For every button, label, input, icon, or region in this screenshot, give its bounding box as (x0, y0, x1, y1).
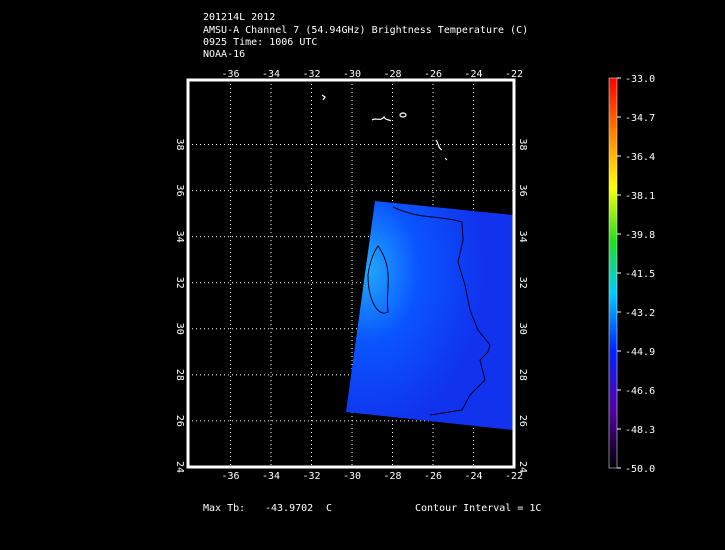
footer-value: -43.9702 (265, 503, 313, 514)
lon-label: -32 (302, 69, 320, 80)
lon-label: -34 (262, 471, 280, 482)
lon-label: -24 (464, 471, 482, 482)
lat-label: 26 (517, 415, 528, 427)
colorbar-label: -38.1 (625, 191, 655, 202)
colorbar-label: -43.2 (625, 308, 655, 319)
lat-label: 26 (174, 415, 185, 427)
swath (346, 201, 513, 430)
lon-label: -36 (221, 471, 239, 482)
colorbar-label: -50.0 (625, 464, 655, 475)
header-line: 0925 Time: 1006 UTC (203, 37, 317, 48)
lon-label: -22 (505, 69, 523, 80)
lon-label: -30 (343, 471, 361, 482)
footer-label: Max Tb: (203, 503, 245, 514)
lon-label: -26 (424, 69, 442, 80)
island (321, 94, 448, 161)
lon-label: -26 (424, 471, 442, 482)
lat-label: 28 (517, 369, 528, 381)
colorbar-label: -46.6 (625, 386, 655, 397)
lat-label: 24 (517, 461, 528, 473)
lat-label: 24 (174, 461, 185, 473)
lon-label: -28 (383, 471, 401, 482)
lon-label: -36 (221, 69, 239, 80)
lat-label: 34 (174, 231, 185, 243)
contour (367, 245, 389, 314)
colorbar-label: -34.7 (625, 113, 655, 124)
lat-label: 30 (174, 323, 185, 335)
lat-label: 32 (517, 277, 528, 289)
lon-label: -30 (343, 69, 361, 80)
colorbar-label: -48.3 (625, 425, 655, 436)
colorbar-label: -33.0 (625, 74, 655, 85)
header-line: 201214L 2012 (203, 12, 275, 23)
lon-label: -24 (464, 69, 482, 80)
colorbar-label: -36.4 (625, 152, 655, 163)
lat-label: 32 (174, 277, 185, 289)
lon-label: -22 (505, 471, 523, 482)
footer-contour: Contour Interval = 1C (415, 503, 541, 514)
header-line: NOAA-16 (203, 49, 245, 60)
lon-label: -28 (383, 69, 401, 80)
colorbar-ticks: -33.0 -34.7 -36.4 -38.1 -39.8 -41.5 -43.2 -44.9… (617, 74, 655, 475)
lat-label: 30 (517, 323, 528, 335)
lon-label: -32 (302, 471, 320, 482)
contour (392, 206, 491, 416)
header-line: AMSU-A Channel 7 (54.94GHz) Brightness T… (203, 25, 528, 36)
lon-label: -34 (262, 69, 280, 80)
lat-label: 28 (174, 369, 185, 381)
lat-label: 36 (174, 185, 185, 197)
lat-label: 38 (174, 138, 185, 150)
map-frame (186, 78, 516, 469)
footer-unit: C (326, 503, 332, 514)
colorbar-label: -41.5 (625, 269, 655, 280)
lat-label: 38 (517, 138, 528, 150)
lat-label: 36 (517, 185, 528, 197)
lat-label: 34 (517, 231, 528, 243)
colorbar-label: -39.8 (625, 230, 655, 241)
colorbar-label: -44.9 (625, 347, 655, 358)
colorbar (608, 77, 618, 469)
